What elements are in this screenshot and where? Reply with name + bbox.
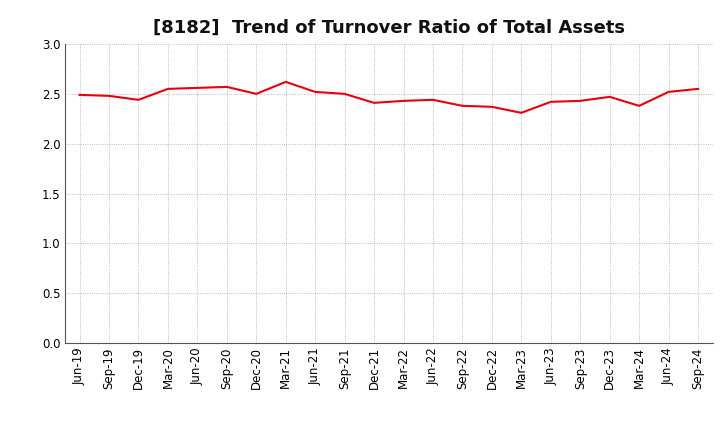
Title: [8182]  Trend of Turnover Ratio of Total Assets: [8182] Trend of Turnover Ratio of Total … xyxy=(153,19,625,37)
